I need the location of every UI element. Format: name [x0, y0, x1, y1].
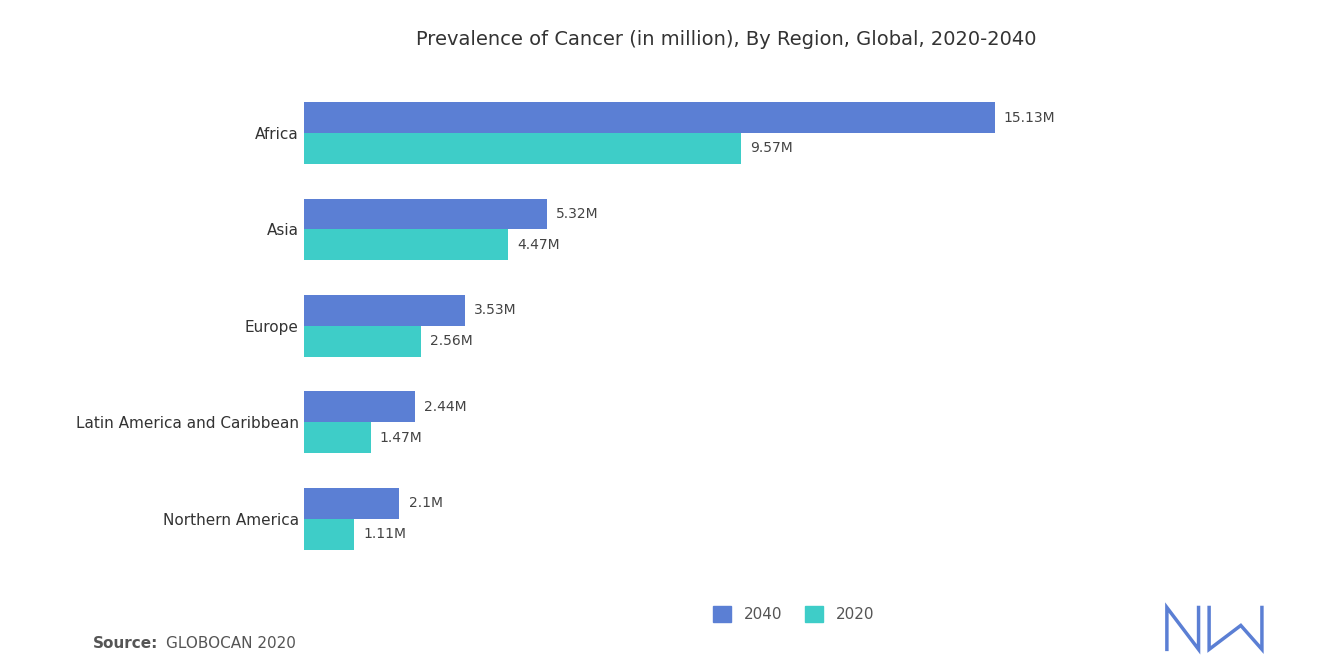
Text: 1.11M: 1.11M: [363, 527, 407, 541]
Text: Source:: Source:: [92, 636, 158, 652]
Text: 1.47M: 1.47M: [380, 431, 422, 445]
Bar: [304, 295, 465, 326]
Text: GLOBOCAN 2020: GLOBOCAN 2020: [166, 636, 296, 652]
Bar: [304, 422, 371, 453]
Bar: [304, 326, 421, 356]
Text: 2.44M: 2.44M: [424, 400, 467, 414]
Text: 3.53M: 3.53M: [474, 303, 516, 317]
Bar: [304, 133, 741, 164]
Legend: 2040, 2020: 2040, 2020: [708, 600, 880, 628]
Bar: [304, 488, 400, 519]
Text: 2.56M: 2.56M: [429, 334, 473, 348]
Bar: [304, 229, 508, 260]
Text: 9.57M: 9.57M: [750, 142, 792, 156]
Bar: [304, 392, 414, 422]
Text: 5.32M: 5.32M: [556, 207, 598, 221]
Bar: [304, 519, 354, 549]
Title: Prevalence of Cancer (in million), By Region, Global, 2020-2040: Prevalence of Cancer (in million), By Re…: [416, 30, 1036, 49]
Text: 4.47M: 4.47M: [517, 238, 560, 252]
Text: 2.1M: 2.1M: [409, 496, 442, 510]
Text: 15.13M: 15.13M: [1003, 110, 1055, 124]
Bar: [304, 102, 994, 133]
Bar: [304, 199, 546, 229]
